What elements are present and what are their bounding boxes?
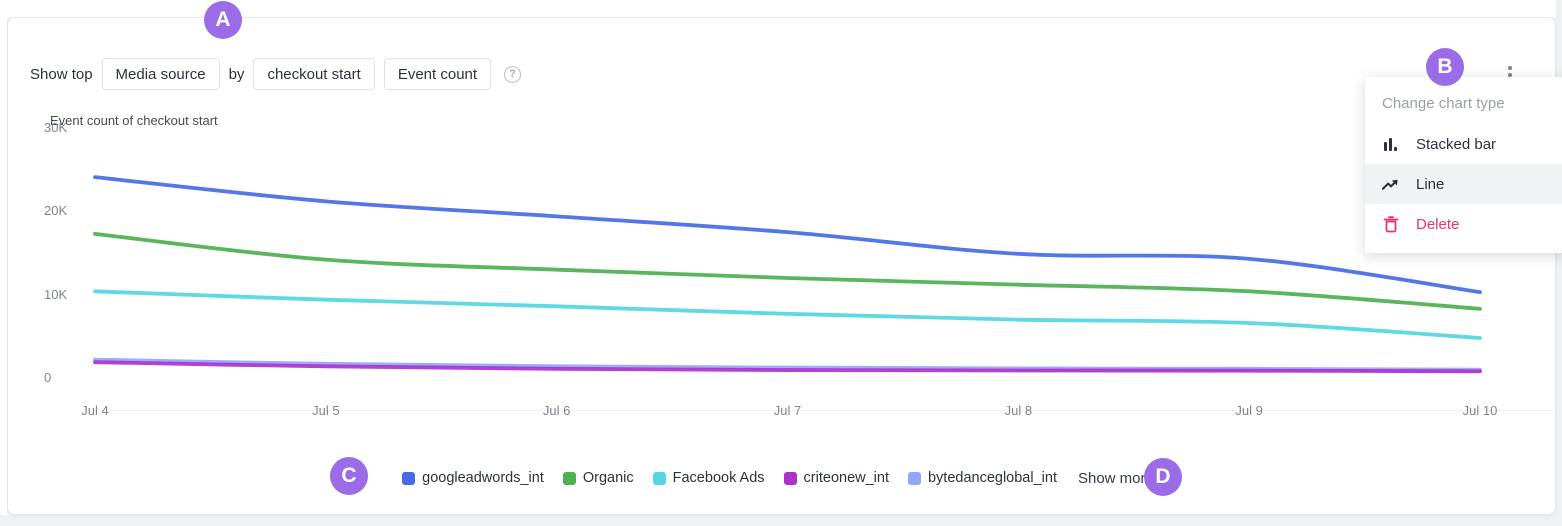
- chart-legend: googleadwords_int Organic Facebook Ads crit…: [0, 462, 1556, 494]
- y-tick-label: 30K: [44, 120, 68, 135]
- stacked-bar-icon: [1382, 136, 1399, 153]
- show-more-link[interactable]: Show more: [1077, 469, 1154, 487]
- page-background-left: [0, 0, 7, 515]
- legend-label: googleadwords_int: [422, 470, 544, 486]
- annotation-badge-d: D: [1144, 458, 1182, 496]
- series-line-Organic[interactable]: [93, 231, 1482, 311]
- legend-label: bytedanceglobal_int: [927, 470, 1057, 486]
- series-line-criteonew_int[interactable]: [93, 360, 1482, 374]
- page-background-top: [0, 0, 1556, 17]
- y-tick-label: 10K: [44, 286, 68, 302]
- chart-toolbar: Show top Media source by checkout start …: [30, 58, 522, 90]
- legend-label: Organic: [582, 470, 634, 486]
- help-icon[interactable]: ?: [504, 65, 522, 83]
- x-tick-label: Jul 9: [1235, 403, 1263, 418]
- y-tick-label: 0: [44, 370, 52, 385]
- x-tick-label: Jul 4: [81, 403, 109, 418]
- annotation-badge-a: A: [204, 1, 242, 39]
- x-axis-line: [90, 410, 1553, 411]
- menu-item-label: Delete: [1416, 215, 1460, 233]
- x-tick-label: Jul 6: [542, 403, 571, 418]
- menu-item-stacked-bar[interactable]: Stacked bar: [1365, 124, 1562, 164]
- legend-item-Organic[interactable]: Organic: [562, 470, 634, 486]
- legend-item-bytedanceglobal_int[interactable]: bytedanceglobal_int: [907, 470, 1057, 486]
- chart-type-menu: Change chart type Stacked bar Line Delete: [1365, 77, 1562, 253]
- series-line-Facebook Ads[interactable]: [93, 289, 1482, 340]
- legend-item-Facebook Ads[interactable]: Facebook Ads: [652, 470, 765, 486]
- legend-label: Facebook Ads: [672, 470, 765, 486]
- annotation-badge-b: B: [1426, 48, 1464, 86]
- x-tick-label: Jul 8: [1004, 403, 1033, 418]
- legend-swatch-icon: [562, 471, 576, 485]
- show-top-label: Show top: [30, 65, 93, 83]
- dimension-select-button[interactable]: Media source: [101, 58, 220, 90]
- legend-swatch-icon: [652, 471, 666, 485]
- series-line-googleadwords_int[interactable]: [93, 175, 1482, 295]
- chart-title: Event count of checkout start: [50, 113, 218, 128]
- menu-item-label: Line: [1416, 175, 1445, 193]
- x-tick-label: Jul 10: [1462, 403, 1498, 418]
- y-tick-label: 20K: [44, 203, 68, 219]
- legend-item-criteonew_int[interactable]: criteonew_int: [783, 470, 889, 486]
- x-tick-label: Jul 7: [773, 403, 802, 418]
- legend-label: criteonew_int: [803, 470, 889, 486]
- menu-item-line[interactable]: Line: [1365, 164, 1562, 204]
- menu-item-label: Stacked bar: [1416, 135, 1497, 153]
- menu-item-delete[interactable]: Delete: [1365, 204, 1562, 244]
- legend-swatch-icon: [783, 471, 797, 485]
- legend-item-googleadwords_int[interactable]: googleadwords_int: [402, 470, 544, 486]
- legend-swatch-icon: [402, 471, 416, 485]
- chart-type-menu-header: Change chart type: [1382, 95, 1505, 112]
- trash-icon: [1382, 215, 1399, 233]
- metric-select-button[interactable]: Event count: [383, 58, 492, 90]
- by-label: by: [228, 65, 245, 83]
- legend-swatch-icon: [907, 471, 921, 485]
- x-tick-label: Jul 5: [312, 403, 340, 418]
- event-select-button[interactable]: checkout start: [253, 58, 375, 90]
- line-chart-icon: [1382, 176, 1399, 193]
- annotation-badge-c: C: [330, 457, 368, 495]
